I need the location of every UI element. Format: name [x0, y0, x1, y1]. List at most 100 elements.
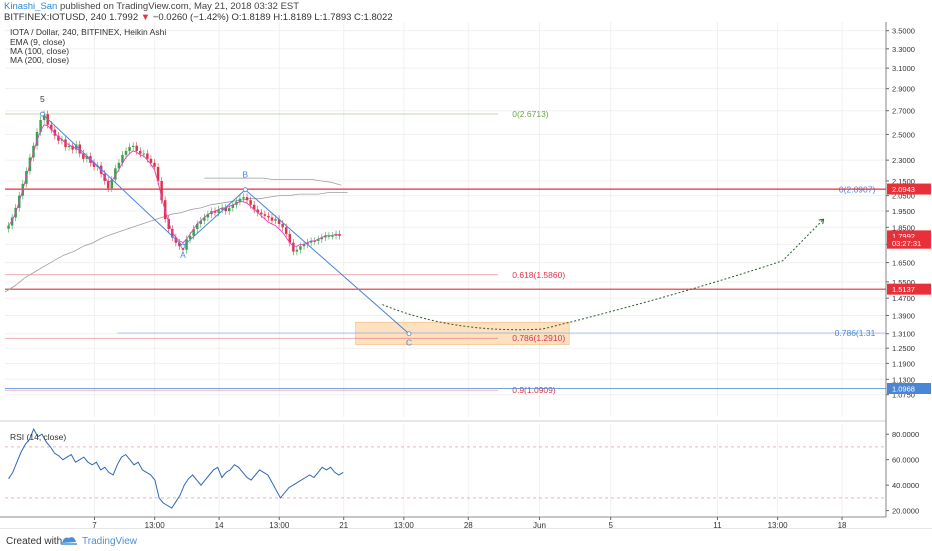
price-tick-label: 2.0500 — [892, 192, 915, 201]
price-tick-label: 3.5000 — [892, 27, 915, 36]
price-tick-label: 2.1500 — [892, 177, 915, 186]
price-tick-label: 1.5500 — [892, 278, 915, 287]
tradingview-link[interactable]: TradingView — [82, 536, 138, 547]
legend-ma200: MA (200, close) — [10, 55, 69, 65]
rsi-tick-label: 80.0000 — [892, 430, 919, 439]
wave-point — [406, 331, 412, 337]
time-tick-label: Jun — [533, 521, 546, 528]
candle-body — [334, 234, 338, 236]
candle-body — [245, 197, 249, 201]
candle-body — [10, 217, 14, 226]
grid — [0, 22, 886, 517]
wave-label: A — [180, 250, 186, 260]
candle-body — [203, 217, 206, 221]
candle-body — [331, 235, 334, 237]
candle-body — [121, 154, 124, 163]
candles — [7, 110, 341, 256]
candle-body — [292, 242, 295, 252]
candle-body — [220, 207, 224, 210]
candle-body — [295, 249, 299, 252]
candle-body — [57, 135, 60, 141]
candle-body — [195, 223, 199, 229]
time-tick-label: 5 — [608, 521, 613, 528]
wave-point — [180, 243, 186, 249]
time-tick-label: 13:00 — [394, 521, 415, 528]
fib-label: 0(2.6713) — [512, 109, 549, 119]
candle-body — [110, 179, 114, 189]
price-tag-label: 1.5137 — [892, 285, 915, 294]
candle-body — [313, 240, 316, 242]
candle-body — [149, 158, 153, 163]
price-tag — [887, 283, 931, 295]
candle-body — [171, 228, 174, 238]
price-tick-label: 1.3100 — [892, 330, 915, 339]
candle-body — [199, 220, 203, 224]
fib-label: 0.9(1.0909) — [512, 385, 556, 395]
candle-body — [228, 207, 231, 212]
candle-body — [131, 145, 135, 148]
candle-body — [92, 162, 96, 167]
footer: Created with TradingView — [0, 528, 932, 551]
tradingview-logo-icon[interactable] — [60, 533, 78, 547]
candle-body — [192, 228, 195, 236]
candle-body — [139, 150, 142, 154]
candle-body — [252, 204, 256, 210]
author-link[interactable]: Kinashi_San — [4, 1, 58, 12]
price-tag-label: 03:27:31 — [892, 239, 921, 248]
legend-title: IOTA / Dollar, 240, BITFINEX, Heikin Ash… — [10, 27, 166, 37]
candle-body — [260, 212, 263, 215]
time-tick-label: 14 — [215, 521, 224, 528]
publish-info: published on TradingView.com, May 21, 20… — [60, 1, 300, 12]
candle-body — [206, 214, 210, 218]
price-tick-label: 1.8500 — [892, 223, 915, 232]
moving-averages — [4, 177, 348, 293]
price-tick-label: 1.0750 — [892, 391, 915, 400]
rsi-legend: RSI (14, close) — [10, 432, 66, 442]
price-tag — [887, 237, 931, 249]
candle-body — [117, 162, 121, 169]
wave-path — [42, 113, 410, 335]
publish-header: Kinashi_San published on TradingView.com… — [0, 0, 932, 23]
candle-body — [263, 214, 267, 216]
candle-body — [249, 200, 252, 205]
price-change: −0.0260 (−1.42%) — [152, 12, 229, 23]
candle-body — [338, 234, 341, 236]
candle-body — [267, 215, 270, 218]
down-arrow-icon: ▼ — [140, 12, 151, 23]
ema-line — [8, 124, 340, 247]
candle-body — [160, 180, 163, 201]
candle-body — [270, 217, 274, 221]
rsi-pane — [5, 427, 886, 509]
candle-body — [299, 246, 302, 250]
projection-path — [382, 218, 825, 331]
candle-body — [320, 237, 324, 240]
candle-body — [324, 235, 327, 238]
candle-body — [256, 209, 259, 213]
candle-body — [302, 244, 306, 247]
price-tick-label: 1.1300 — [892, 375, 915, 384]
candle-body — [242, 197, 245, 199]
candle-body — [316, 239, 320, 241]
candle-body — [142, 153, 146, 155]
candle-body — [124, 150, 128, 155]
candle-body — [71, 145, 74, 150]
time-tick-label: 28 — [464, 521, 473, 528]
candle-body — [167, 219, 170, 229]
price-tag-label: 2.0943 — [892, 185, 915, 194]
time-tick-label: 13:00 — [269, 521, 290, 528]
candle-body — [128, 147, 131, 151]
time-tick-label: 21 — [339, 521, 348, 528]
price-tick-label: 3.3000 — [892, 45, 915, 54]
candle-body — [156, 166, 160, 181]
rsi-tick-label: 40.0000 — [892, 481, 919, 490]
price-tick-label: 1.6500 — [892, 259, 915, 268]
price-chart[interactable]: 0(2.6713)0(2.0907)0.618(1.5860)0.786(1.2… — [0, 22, 932, 528]
candle-body — [306, 242, 309, 245]
price-tick-label: 2.7000 — [892, 107, 915, 116]
candle-body — [135, 145, 138, 151]
wave-point — [242, 187, 248, 193]
price-axis-bg — [886, 22, 932, 528]
candle-body — [106, 180, 110, 189]
symbol-line: BITFINEX:IOTUSD, 240 1.7992 ▼ −0.0260 (−… — [4, 12, 393, 23]
legend-ema: EMA (9, close) — [10, 37, 65, 47]
